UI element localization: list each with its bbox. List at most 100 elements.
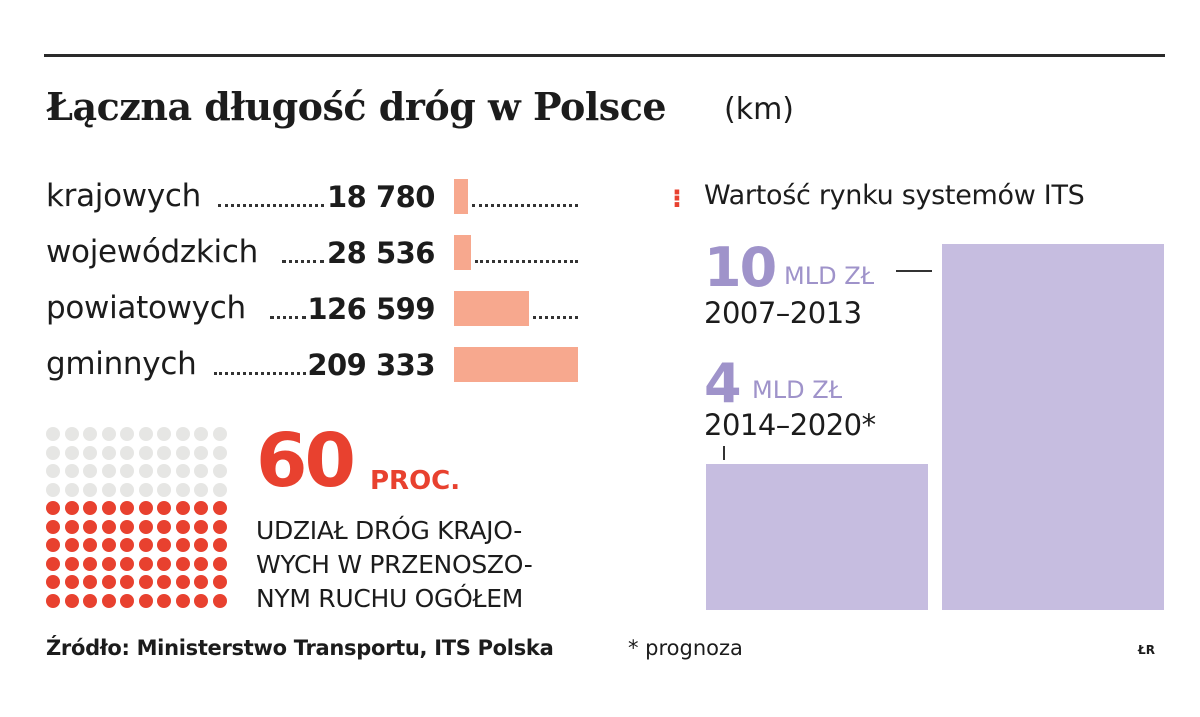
share-value: 60 [256,418,356,504]
share-dot-grid [46,427,232,613]
filled-dot [64,593,79,608]
filled-dot [157,538,171,552]
its-value-2007-2013: 10 [704,236,777,299]
leader-dots [218,204,324,207]
filled-dot [138,538,153,552]
filled-dot [83,501,97,515]
empty-dot [157,427,171,441]
filled-dot [120,501,134,515]
empty-dot [83,427,97,441]
road-category-label: krajowych [46,178,201,214]
road-value-label: 18 780 [327,180,436,214]
filled-dot [175,593,190,608]
leader-dots [282,260,324,263]
share-unit: PROC. [370,466,461,496]
road-row: powiatowych 126 599 [0,288,600,338]
filled-dot [46,519,60,534]
empty-dot [175,445,190,460]
empty-dot [157,445,171,460]
road-bar [454,347,578,382]
empty-dot [175,427,190,441]
filled-dot [157,575,171,589]
road-category-label: wojewódzkich [46,234,258,270]
filled-dot [120,519,134,534]
leader-dots [475,260,578,263]
empty-dot [194,464,208,478]
filled-dot [101,575,116,589]
road-row: wojewódzkich 28 536 [0,232,600,282]
empty-dot [64,427,79,441]
empty-dot [46,445,60,460]
road-value-label: 126 599 [307,292,435,326]
filled-dot [83,556,97,571]
leader-line-2014-2020 [723,446,725,460]
empty-dot [120,427,134,441]
filled-dot [194,519,208,534]
empty-dot [212,445,227,460]
empty-dot [101,445,116,460]
its-period-2007-2013: 2007–2013 [704,296,862,330]
filled-dot [212,575,227,589]
empty-dot [46,427,60,441]
road-row: krajowych 18 780 [0,176,600,226]
filled-dot [157,593,171,608]
author-initials: ŁR [1138,643,1155,657]
empty-dot [194,427,208,441]
its-bar-2007-2013 [942,244,1164,610]
filled-dot [138,556,153,571]
empty-dot [194,482,208,497]
empty-dot [101,482,116,497]
forecast-note: * prognoza [628,636,743,660]
leader-dots [472,204,578,207]
road-bar [454,235,471,270]
filled-dot [120,575,134,589]
filled-dot [212,538,227,552]
leader-line-2007-2013 [896,270,932,272]
filled-dot [194,501,208,515]
filled-dot [194,538,208,552]
empty-dot [138,445,153,460]
filled-dot [64,501,79,515]
empty-dot [64,445,79,460]
filled-dot [212,593,227,608]
road-row: gminnych 209 333 [0,344,600,394]
filled-dot [46,556,60,571]
chart-title: Łączna długość dróg w Polsce [46,84,667,129]
filled-dot [212,501,227,515]
filled-dot [157,501,171,515]
road-bar [454,291,529,326]
its-unit-2007-2013: MLD ZŁ [784,262,875,290]
empty-dot [138,427,153,441]
empty-dot [101,427,116,441]
filled-dot [64,538,79,552]
road-category-label: powiatowych [46,290,246,326]
filled-dot [138,575,153,589]
leader-dots [214,372,306,375]
road-value-label: 209 333 [307,348,435,382]
filled-dot [138,519,153,534]
top-rule [44,54,1165,57]
empty-dot [212,464,227,478]
filled-dot [46,501,60,515]
filled-dot [101,519,116,534]
its-marker-icon: ⁝ [672,184,682,214]
filled-dot [157,519,171,534]
filled-dot [157,556,171,571]
road-bar [454,179,468,214]
empty-dot [212,482,227,497]
its-chart-title: Wartość rynku systemów ITS [704,180,1085,211]
filled-dot [175,501,190,515]
filled-dot [120,556,134,571]
its-bar-2014-2020 [706,464,928,610]
empty-dot [175,464,190,478]
filled-dot [83,575,97,589]
filled-dot [194,593,208,608]
its-unit-2014-2020: MLD ZŁ [752,376,843,404]
empty-dot [194,445,208,460]
empty-dot [83,445,97,460]
filled-dot [194,556,208,571]
empty-dot [101,464,116,478]
filled-dot [64,556,79,571]
filled-dot [138,593,153,608]
filled-dot [212,519,227,534]
